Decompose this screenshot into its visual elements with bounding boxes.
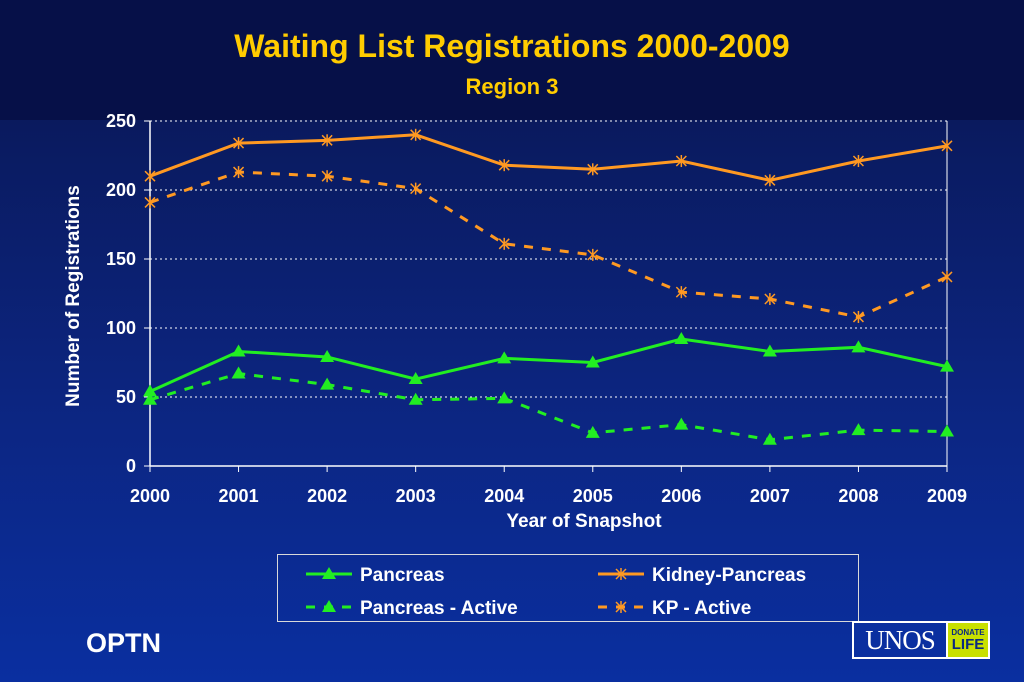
series-kidney-pancreas: [144, 128, 953, 187]
data-point: [231, 344, 246, 357]
data-point: [764, 293, 776, 306]
data-point: [322, 567, 336, 579]
x-tick-label: 2000: [130, 486, 170, 506]
series-layer: [143, 128, 954, 445]
axes: 0 50 100 150 200 250 2000 2001 2002 2003 2004 2005 2…: [106, 111, 967, 506]
data-point: [852, 310, 864, 323]
legend-label: Kidney-Pancreas: [652, 565, 806, 586]
data-point: [851, 340, 866, 353]
data-point: [762, 432, 777, 445]
x-tick-label: 2004: [484, 486, 524, 506]
legend: Pancreas Kidney-Pancreas Pancreas - Active…: [277, 554, 859, 622]
data-point: [615, 601, 627, 613]
y-tick-label: 100: [106, 318, 136, 338]
data-point: [410, 182, 422, 195]
x-tick-label: 2009: [927, 486, 967, 506]
data-point: [587, 163, 599, 176]
data-point: [144, 170, 156, 183]
data-point: [497, 391, 512, 404]
unos-logo: UNOS DONATE LIFE: [852, 621, 990, 659]
data-point: [851, 423, 866, 436]
series-line: [149, 170, 948, 319]
data-point: [498, 237, 510, 250]
data-point: [940, 424, 954, 437]
y-tick-label: 250: [106, 111, 136, 131]
data-point: [585, 355, 600, 368]
data-point: [941, 139, 953, 152]
data-point: [408, 392, 423, 405]
badge-line2: LIFE: [951, 636, 985, 653]
data-point: [762, 344, 777, 357]
series-pancreas: [143, 332, 954, 397]
data-point: [585, 425, 600, 438]
series-line: [149, 372, 948, 442]
data-point: [144, 196, 156, 209]
legend-item: Pancreas - Active: [306, 598, 518, 619]
legend-label: Pancreas - Active: [360, 598, 518, 619]
data-point: [675, 155, 687, 168]
chart-subtitle: Region 3: [465, 74, 559, 99]
x-tick-label: 2008: [838, 486, 878, 506]
donate-life-badge: DONATE LIFE: [946, 623, 988, 657]
x-tick-label: 2006: [661, 486, 701, 506]
data-point: [497, 351, 512, 364]
badge-line1: DONATE: [951, 628, 985, 637]
x-tick-label: 2003: [396, 486, 436, 506]
data-point: [233, 166, 245, 179]
data-point: [940, 359, 954, 372]
x-tick-label: 2001: [219, 486, 259, 506]
series-line: [149, 133, 948, 182]
header-band: [0, 0, 1024, 120]
data-point: [231, 366, 246, 379]
data-point: [852, 155, 864, 168]
data-point: [322, 600, 336, 612]
legend-items: Pancreas Kidney-Pancreas Pancreas - Active…: [306, 565, 806, 619]
series-kp-active: [144, 166, 953, 323]
y-tick-label: 50: [116, 387, 136, 407]
y-tick-label: 150: [106, 249, 136, 269]
data-point: [321, 170, 333, 183]
y-tick-label: 200: [106, 180, 136, 200]
legend-label: KP - Active: [652, 598, 751, 619]
data-point: [615, 568, 627, 580]
data-point: [143, 384, 157, 397]
x-axis-label: Year of Snapshot: [506, 511, 662, 532]
legend-label: Pancreas: [360, 565, 445, 586]
data-point: [408, 372, 423, 385]
data-point: [587, 248, 599, 261]
legend-item: Pancreas: [306, 565, 445, 586]
logo-wordmark: UNOS: [865, 624, 936, 655]
series-pancreas-active: [143, 366, 954, 445]
series-line: [149, 337, 948, 393]
data-point: [321, 134, 333, 147]
y-axis-label: Number of Registrations: [63, 185, 84, 407]
data-point: [674, 332, 689, 345]
y-tick-label: 0: [126, 456, 136, 476]
chart-title: Waiting List Registrations 2000-2009: [234, 28, 790, 64]
x-tick-label: 2007: [750, 486, 790, 506]
data-point: [233, 137, 245, 150]
data-point: [320, 377, 335, 390]
legend-item: KP - Active: [598, 598, 751, 619]
grid-lines: [150, 120, 947, 398]
data-point: [674, 417, 689, 430]
data-point: [498, 159, 510, 172]
data-point: [675, 286, 687, 299]
footer-optn: OPTN: [86, 628, 162, 658]
x-tick-label: 2005: [573, 486, 613, 506]
x-tick-label: 2002: [307, 486, 347, 506]
data-point: [143, 392, 157, 405]
data-point: [764, 174, 776, 187]
legend-item: Kidney-Pancreas: [598, 565, 806, 586]
data-point: [410, 128, 422, 141]
data-point: [320, 349, 335, 362]
data-point: [941, 270, 953, 283]
